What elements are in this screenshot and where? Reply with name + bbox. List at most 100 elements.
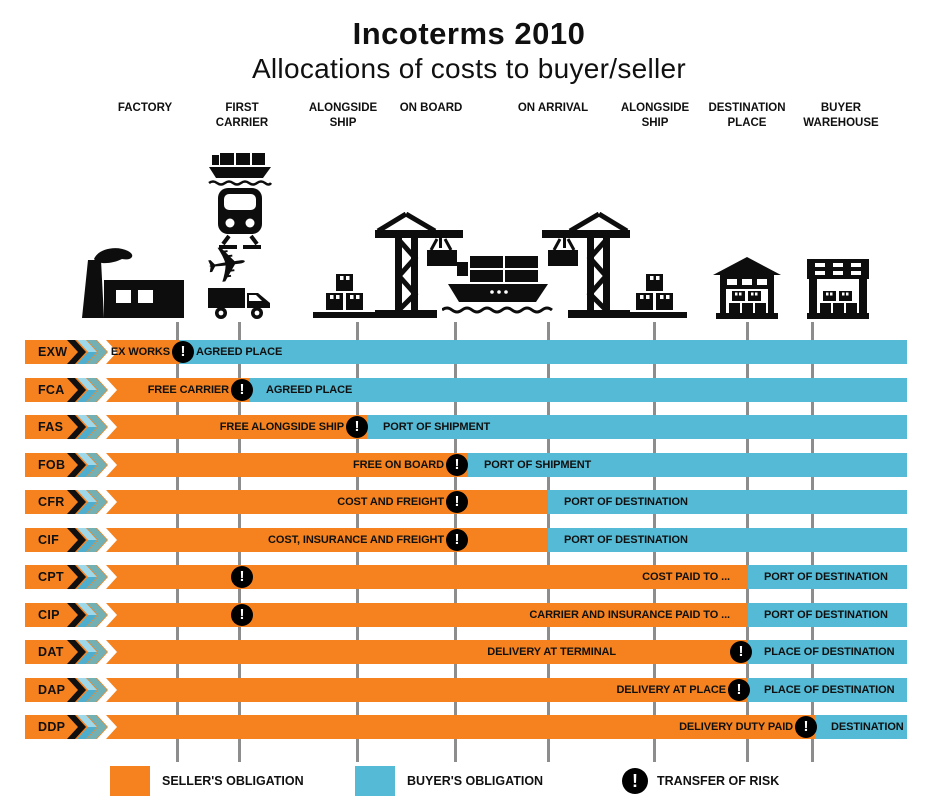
chevron-icon — [67, 640, 117, 664]
incoterm-row-ddp: DDP DELIVERY DUTY PAID DESTINATION ! — [25, 715, 907, 739]
cargo-boxes-icon — [313, 272, 377, 318]
incoterm-row-cip: CIP CARRIER AND INSURANCE PAID TO ... PO… — [25, 603, 907, 627]
risk-marker-icon: ! — [730, 641, 752, 663]
buyer-obligation-segment — [180, 340, 907, 364]
seller-obligation-segment — [25, 378, 250, 402]
truck-icon — [208, 286, 272, 320]
incoterm-code: FCA — [38, 383, 65, 397]
chevron-icon — [67, 415, 117, 439]
buyer-label: PLACE OF DESTINATION — [764, 684, 895, 696]
seller-label: EX WORKS — [110, 346, 170, 358]
seller-label: COST AND FREIGHT — [337, 496, 444, 508]
buyer-label: PORT OF DESTINATION — [564, 534, 688, 546]
seller-obligation-segment — [25, 603, 748, 627]
seller-obligation-segment — [25, 565, 748, 589]
buyer-label: AGREED PLACE — [266, 384, 353, 396]
incoterm-row-dat: DAT DELIVERY AT TERMINAL PLACE OF DESTIN… — [25, 640, 907, 664]
buyer-obligation-swatch — [355, 766, 395, 796]
column-header-destination-place: DESTINATION PLACE — [708, 102, 786, 129]
incoterm-code: CIP — [38, 608, 60, 622]
buyer-obligation-segment — [548, 490, 907, 514]
incoterm-row-fca: FCA FREE CARRIER AGREED PLACE ! — [25, 378, 907, 402]
buyer-obligation-legend-label: BUYER'S OBLIGATION — [407, 774, 544, 788]
buyer-label: PORT OF SHIPMENT — [484, 459, 592, 471]
buyer-obligation-segment — [748, 603, 907, 627]
container-ship-icon — [442, 252, 554, 316]
column-header-alongside-ship: ALONGSIDE SHIP — [308, 102, 378, 129]
seller-obligation-legend-label: SELLER'S OBLIGATION — [162, 774, 304, 788]
chevron-icon — [67, 340, 117, 364]
seller-label: DELIVERY AT TERMINAL — [487, 646, 616, 658]
destination-warehouse-icon — [713, 257, 781, 319]
buyer-label: PORT OF SHIPMENT — [383, 421, 491, 433]
buyer-obligation-segment — [748, 678, 907, 702]
seller-obligation-segment — [25, 640, 748, 664]
seller-label: DELIVERY AT PLACE — [616, 684, 726, 696]
buyer-label: PORT OF DESTINATION — [764, 571, 888, 583]
risk-marker-icon: ! — [446, 491, 468, 513]
buyer-obligation-segment — [468, 453, 907, 477]
risk-marker-icon: ! — [446, 529, 468, 551]
buyer-obligation-segment — [815, 715, 907, 739]
incoterm-row-cfr: CFR COST AND FREIGHT PORT OF DESTINATION… — [25, 490, 907, 514]
incoterm-code: CIF — [38, 533, 60, 547]
incoterm-row-cpt: CPT COST PAID TO ... PORT OF DESTINATION… — [25, 565, 907, 589]
crane-icon — [540, 212, 630, 318]
column-header-on-board: ON BOARD — [399, 102, 463, 114]
seller-label: COST, INSURANCE AND FREIGHT — [268, 534, 444, 546]
risk-marker-icon: ! — [446, 454, 468, 476]
column-header-alongside-ship-2: ALONGSIDE SHIP — [620, 102, 690, 129]
risk-marker-icon: ! — [728, 679, 750, 701]
chevron-icon — [67, 603, 117, 627]
risk-marker-icon: ! — [231, 604, 253, 626]
risk-marker-icon: ! — [172, 341, 194, 363]
incoterm-code: CPT — [38, 570, 64, 584]
risk-marker-icon: ! — [231, 379, 253, 401]
column-header-factory: FACTORY — [117, 102, 173, 114]
buyer-obligation-segment — [367, 415, 907, 439]
buyer-label: PORT OF DESTINATION — [564, 496, 688, 508]
seller-label: CARRIER AND INSURANCE PAID TO ... — [529, 609, 730, 621]
plane-icon: ✈ — [202, 234, 252, 296]
chevron-icon — [67, 715, 117, 739]
crane-icon — [375, 212, 465, 318]
column-header-first-carrier: FIRST CARRIER — [215, 102, 269, 129]
incoterm-row-fas: FAS FREE ALONGSIDE SHIP PORT OF SHIPMENT… — [25, 415, 907, 439]
cargo-boxes-icon — [623, 272, 687, 318]
page-title: Incoterms 2010 — [352, 16, 586, 51]
risk-marker-icon: ! — [231, 566, 253, 588]
seller-label: COST PAID TO ... — [642, 571, 730, 583]
buyer-label: PORT OF DESTINATION — [764, 609, 888, 621]
page-subtitle: Allocations of costs to buyer/seller — [251, 53, 687, 84]
incoterm-code: CFR — [38, 495, 65, 509]
column-header-buyer-warehouse: BUYER WAREHOUSE — [803, 102, 879, 129]
incoterm-row-cif: CIF COST, INSURANCE AND FREIGHT PORT OF … — [25, 528, 907, 552]
seller-label: FREE ON BOARD — [353, 459, 444, 471]
column-header-on-arrival: ON ARRIVAL — [517, 102, 589, 114]
buyer-warehouse-icon — [807, 259, 869, 319]
buyer-obligation-segment — [250, 378, 907, 402]
incoterm-row-dap: DAP DELIVERY AT PLACE PLACE OF DESTINATI… — [25, 678, 907, 702]
buyer-label: AGREED PLACE — [196, 346, 283, 358]
factory-icon — [74, 246, 186, 318]
chevron-icon — [67, 490, 117, 514]
seller-label: DELIVERY DUTY PAID — [679, 721, 793, 733]
seller-label: FREE ALONGSIDE SHIP — [219, 421, 344, 433]
risk-marker-icon: ! — [795, 716, 817, 738]
train-icon — [215, 188, 265, 250]
incoterm-row-exw: EXW EX WORKS AGREED PLACE ! — [25, 340, 907, 364]
seller-label: FREE CARRIER — [147, 384, 229, 396]
seller-obligation-segment — [25, 715, 815, 739]
risk-marker-icon: ! — [346, 416, 368, 438]
buyer-obligation-segment — [548, 528, 907, 552]
seller-obligation-swatch — [110, 766, 150, 796]
chevron-icon — [67, 678, 117, 702]
chevron-icon — [67, 528, 117, 552]
incoterm-code: DAP — [38, 683, 66, 697]
incoterm-code: FOB — [38, 458, 66, 472]
ferry-icon — [207, 152, 273, 186]
incoterm-code: DAT — [38, 645, 64, 659]
incoterm-code: FAS — [38, 420, 64, 434]
buyer-obligation-segment — [748, 565, 907, 589]
